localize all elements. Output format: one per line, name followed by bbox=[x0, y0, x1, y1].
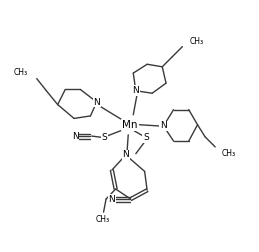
Text: Mn: Mn bbox=[122, 120, 137, 130]
Text: N: N bbox=[132, 86, 139, 95]
Text: S: S bbox=[102, 133, 107, 142]
Text: CH₃: CH₃ bbox=[190, 37, 204, 46]
Text: N: N bbox=[160, 121, 167, 131]
Text: CH₃: CH₃ bbox=[14, 68, 28, 77]
Text: N: N bbox=[122, 150, 129, 160]
Text: N: N bbox=[72, 132, 79, 141]
Text: N: N bbox=[109, 195, 115, 204]
Text: CH₃: CH₃ bbox=[95, 215, 109, 224]
Text: S: S bbox=[143, 133, 149, 142]
Text: CH₃: CH₃ bbox=[221, 149, 236, 158]
Text: N: N bbox=[93, 98, 100, 107]
